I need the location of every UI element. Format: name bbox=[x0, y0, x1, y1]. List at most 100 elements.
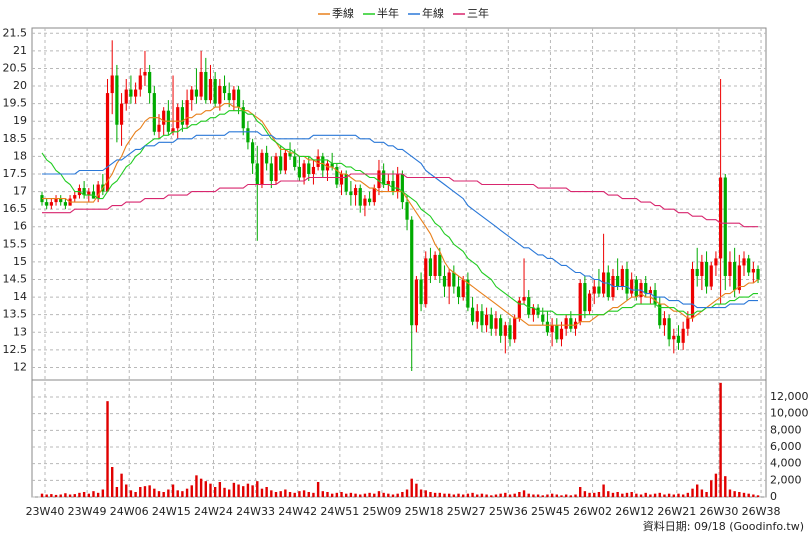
candle-body bbox=[45, 202, 49, 206]
candle-body bbox=[695, 268, 699, 276]
volume-bar bbox=[443, 493, 446, 497]
candle-body bbox=[63, 202, 67, 206]
volume-bar bbox=[452, 494, 456, 497]
volume-bar bbox=[485, 494, 488, 497]
volume-bar bbox=[181, 491, 184, 497]
x-tick-label: 24W15 bbox=[152, 505, 191, 518]
candle-body bbox=[297, 166, 301, 178]
candle-body bbox=[419, 279, 423, 305]
volume-bar bbox=[377, 491, 381, 497]
candle-body bbox=[208, 79, 213, 101]
candle-body bbox=[335, 166, 339, 185]
candle-body bbox=[293, 156, 297, 167]
y-tick-label: 13.5 bbox=[3, 308, 28, 321]
volume-bar bbox=[415, 483, 418, 497]
candle-body bbox=[461, 279, 465, 298]
volume-bar bbox=[513, 493, 516, 497]
y-tick-label: 19 bbox=[13, 114, 27, 127]
candle-body bbox=[358, 188, 362, 206]
candle-body bbox=[681, 328, 685, 343]
volume-bar bbox=[518, 492, 521, 497]
volume-bar bbox=[199, 478, 203, 497]
volume-bar bbox=[522, 490, 526, 497]
candle-body bbox=[115, 75, 119, 125]
candle-body bbox=[246, 128, 250, 143]
candle-body bbox=[260, 152, 264, 185]
volume-bar bbox=[504, 492, 507, 497]
volume-bar bbox=[663, 494, 666, 497]
volume-bar bbox=[171, 484, 175, 497]
candle-body bbox=[232, 89, 236, 101]
candle-body bbox=[742, 258, 746, 266]
y-tick-label: 12 bbox=[13, 360, 27, 373]
volume-bar bbox=[569, 495, 573, 497]
candle-body bbox=[54, 198, 58, 203]
x-tick-label: 24W06 bbox=[110, 505, 149, 518]
candle-body bbox=[438, 254, 442, 276]
y-tick-label: 13 bbox=[13, 325, 27, 338]
volume-bar bbox=[429, 492, 432, 497]
volume-bar bbox=[630, 492, 633, 497]
volume-bar bbox=[157, 491, 161, 497]
candle-body bbox=[129, 89, 133, 97]
candle-body bbox=[470, 307, 475, 322]
candle-body bbox=[213, 79, 217, 104]
candle-body bbox=[630, 279, 634, 294]
volume-bar bbox=[373, 493, 376, 497]
volume-bar bbox=[209, 483, 212, 497]
y-tick-label: 20 bbox=[13, 79, 27, 92]
volume-bar bbox=[293, 492, 296, 497]
candle-body bbox=[756, 268, 760, 280]
volume-bar bbox=[115, 487, 119, 497]
volume-bar bbox=[691, 488, 694, 497]
candle-body bbox=[251, 142, 255, 164]
y2-tick-label: 8,000 bbox=[770, 423, 802, 436]
volume-bar bbox=[125, 484, 128, 497]
volume-bar bbox=[635, 493, 638, 497]
data-date-note: 資料日期: 09/18 (Goodinfo.tw) bbox=[643, 519, 804, 533]
y-tick-label: 16.5 bbox=[3, 202, 28, 215]
candle-body bbox=[269, 163, 273, 182]
volume-bar bbox=[279, 491, 282, 497]
candle-body bbox=[531, 307, 535, 315]
candle-body bbox=[690, 268, 695, 319]
candle-body bbox=[241, 107, 245, 129]
volume-bar bbox=[588, 492, 591, 497]
volume-bar bbox=[508, 494, 512, 497]
y2-tick-label: 6,000 bbox=[770, 440, 802, 453]
legend-label: 季線 bbox=[332, 6, 354, 20]
candle-body bbox=[527, 297, 531, 315]
volume-bar bbox=[756, 495, 760, 497]
volume-bar bbox=[710, 480, 713, 497]
candle-body bbox=[180, 107, 184, 125]
candle-body bbox=[672, 335, 676, 340]
candle-body bbox=[545, 321, 550, 333]
volume-bar bbox=[480, 493, 484, 497]
volume-bar bbox=[476, 494, 479, 497]
volume-bar bbox=[396, 493, 399, 497]
y2-tick-label: 12,000 bbox=[770, 390, 808, 403]
candle-body bbox=[218, 86, 222, 104]
volume-bar bbox=[401, 492, 404, 497]
volume-bar bbox=[602, 484, 605, 497]
x-tick-label: 24W24 bbox=[194, 505, 233, 518]
candle-body bbox=[620, 268, 624, 287]
volume-bar bbox=[686, 492, 690, 497]
y-tick-label: 16 bbox=[13, 220, 27, 233]
volume-bar bbox=[246, 483, 250, 497]
volume-bar bbox=[326, 492, 329, 497]
x-tick-label: 25W27 bbox=[447, 505, 486, 518]
candle-body bbox=[349, 191, 353, 196]
volume-bar bbox=[270, 490, 273, 497]
volume-bar bbox=[40, 493, 44, 497]
candle-body bbox=[255, 163, 259, 185]
x-tick-label: 25W18 bbox=[405, 505, 444, 518]
volume-bar bbox=[611, 492, 615, 497]
volume-bar bbox=[499, 493, 502, 497]
volume-bar bbox=[527, 493, 530, 497]
volume-bar bbox=[639, 494, 643, 497]
candle-body bbox=[700, 261, 704, 276]
volume-bar bbox=[391, 494, 395, 497]
volume-bar bbox=[419, 489, 423, 497]
candle-body bbox=[466, 279, 470, 308]
